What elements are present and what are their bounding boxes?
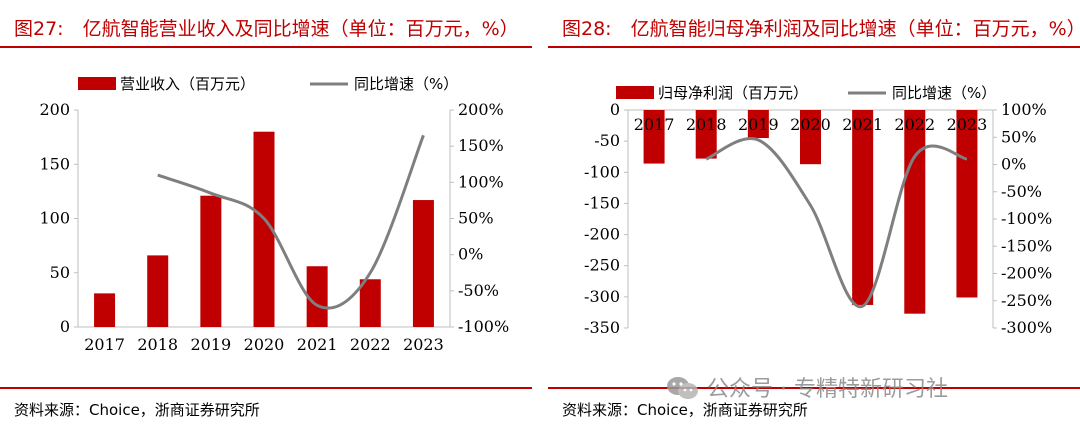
bar xyxy=(852,110,874,305)
y-tick-label-right: -150% xyxy=(1001,236,1052,255)
x-tick-label: 2018 xyxy=(137,335,178,354)
x-tick-label: 2018 xyxy=(686,115,727,134)
bar xyxy=(412,200,434,327)
y-tick-label-right: -50% xyxy=(458,281,499,300)
watermark: 公众号 · 专精特新研习社 xyxy=(665,371,948,403)
x-tick-label: 2021 xyxy=(297,335,338,354)
source-note: 资料来源：Choice，浙商证券研究所 xyxy=(562,401,808,419)
bar xyxy=(306,266,328,327)
bar xyxy=(695,110,717,159)
y-tick-label-right: -100% xyxy=(458,317,509,336)
x-tick-label: 2023 xyxy=(403,335,444,354)
y-tick-label-left: -150 xyxy=(584,193,620,212)
bar xyxy=(359,279,381,327)
y-tick-label-left: -200 xyxy=(584,225,620,244)
y-tick-label-left: 100 xyxy=(39,209,70,228)
legend-line-label: 同比增速（%） xyxy=(892,84,996,102)
y-tick-label-left: 0 xyxy=(60,317,70,336)
y-tick-label-left: 150 xyxy=(39,154,70,173)
revenue-chart-panel: 图27: 亿航智能营业收入及同比增速（单位：百万元，%） 0 50 100 150 20… xyxy=(0,0,532,435)
x-tick-label: 2019 xyxy=(738,115,779,134)
legend-line-label: 同比增速（%） xyxy=(354,75,458,93)
y-tick-label-right: 0% xyxy=(1001,155,1026,174)
x-tick-label: 2021 xyxy=(842,115,883,134)
y-tick-label-left: -250 xyxy=(584,256,620,275)
y-tick-label-right: 100% xyxy=(458,172,504,191)
bar xyxy=(200,195,222,327)
x-tick-label: 2019 xyxy=(190,335,231,354)
source-divider xyxy=(548,387,1080,389)
bar xyxy=(747,110,769,139)
x-tick-label: 2017 xyxy=(84,335,125,354)
x-tick-label: 2020 xyxy=(244,335,285,354)
y-tick-label-left: 200 xyxy=(39,100,70,119)
chart-title: 图27: 亿航智能营业收入及同比增速（单位：百万元，%） xyxy=(14,18,519,40)
x-tick-label: 2022 xyxy=(894,115,935,134)
x-tick-label: 2023 xyxy=(947,115,988,134)
net-profit-chart: -350 -300 -250 -200 -150 -100 -50 0 -300% -250% -2… xyxy=(584,84,1052,337)
watermark-text: 公众号 · 专精特新研习社 xyxy=(707,377,948,402)
x-tick-label: 2020 xyxy=(790,115,831,134)
revenue-chart: 0 50 100 150 200 -100% -50% 0% 50% 100% 150% 200% 20… xyxy=(39,75,509,354)
y-tick-label-right: 50% xyxy=(1001,127,1037,146)
bar xyxy=(253,131,275,327)
bar xyxy=(956,110,978,298)
y-tick-label-left: 0 xyxy=(610,100,620,119)
y-tick-label-right: -300% xyxy=(1001,318,1052,337)
legend-bar-label: 营业收入（百万元） xyxy=(120,75,255,93)
y-tick-label-right: 200% xyxy=(458,100,504,119)
y-tick-label-left: -100 xyxy=(584,162,620,181)
bar xyxy=(94,293,116,327)
growth-line xyxy=(705,136,968,308)
y-tick-label-left: -300 xyxy=(584,287,620,306)
bar xyxy=(800,110,821,165)
y-tick-label-right: 50% xyxy=(458,209,494,228)
growth-line xyxy=(157,134,425,310)
chart-title: 图28: 亿航智能归母净利润及同比增速（单位：百万元，%） xyxy=(562,18,1080,40)
y-tick-label-right: 0% xyxy=(458,245,483,264)
x-tick-label: 2017 xyxy=(634,115,675,134)
source-divider xyxy=(0,387,532,389)
legend-bar-label: 归母净利润（百万元） xyxy=(658,84,808,102)
y-tick-label-right: 100% xyxy=(1001,100,1047,119)
y-tick-label-right: -200% xyxy=(1001,264,1052,283)
y-tick-label-right: 150% xyxy=(458,136,504,155)
y-tick-label-right: -250% xyxy=(1001,291,1052,310)
legend-bar-swatch xyxy=(616,86,654,99)
net-profit-chart-panel: 图28: 亿航智能归母净利润及同比增速（单位：百万元，%） -350 -300 -2… xyxy=(548,0,1080,435)
x-tick-label: 2022 xyxy=(350,335,391,354)
wechat-icon xyxy=(667,377,698,399)
legend-bar-swatch xyxy=(78,77,116,90)
y-tick-label-right: -100% xyxy=(1001,209,1052,228)
title-divider xyxy=(0,46,532,48)
bar xyxy=(643,110,665,164)
bar xyxy=(904,110,926,314)
source-note: 资料来源：Choice，浙商证券研究所 xyxy=(14,401,260,419)
y-tick-label-left: -50 xyxy=(594,131,620,150)
y-tick-label-left: 50 xyxy=(50,263,70,282)
y-tick-label-left: -350 xyxy=(584,318,620,337)
bar xyxy=(147,255,169,327)
title-divider xyxy=(548,46,1080,48)
y-tick-label-right: -50% xyxy=(1001,182,1042,201)
